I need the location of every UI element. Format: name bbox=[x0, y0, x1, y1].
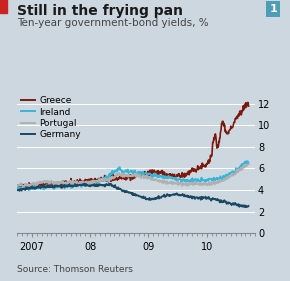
Text: Still in the frying pan: Still in the frying pan bbox=[17, 4, 183, 18]
Text: Source: Thomson Reuters: Source: Thomson Reuters bbox=[17, 265, 133, 274]
Text: 1: 1 bbox=[269, 4, 277, 14]
Legend: Greece, Ireland, Portugal, Germany: Greece, Ireland, Portugal, Germany bbox=[17, 93, 84, 143]
Text: Ten-year government-bond yields, %: Ten-year government-bond yields, % bbox=[17, 18, 209, 28]
